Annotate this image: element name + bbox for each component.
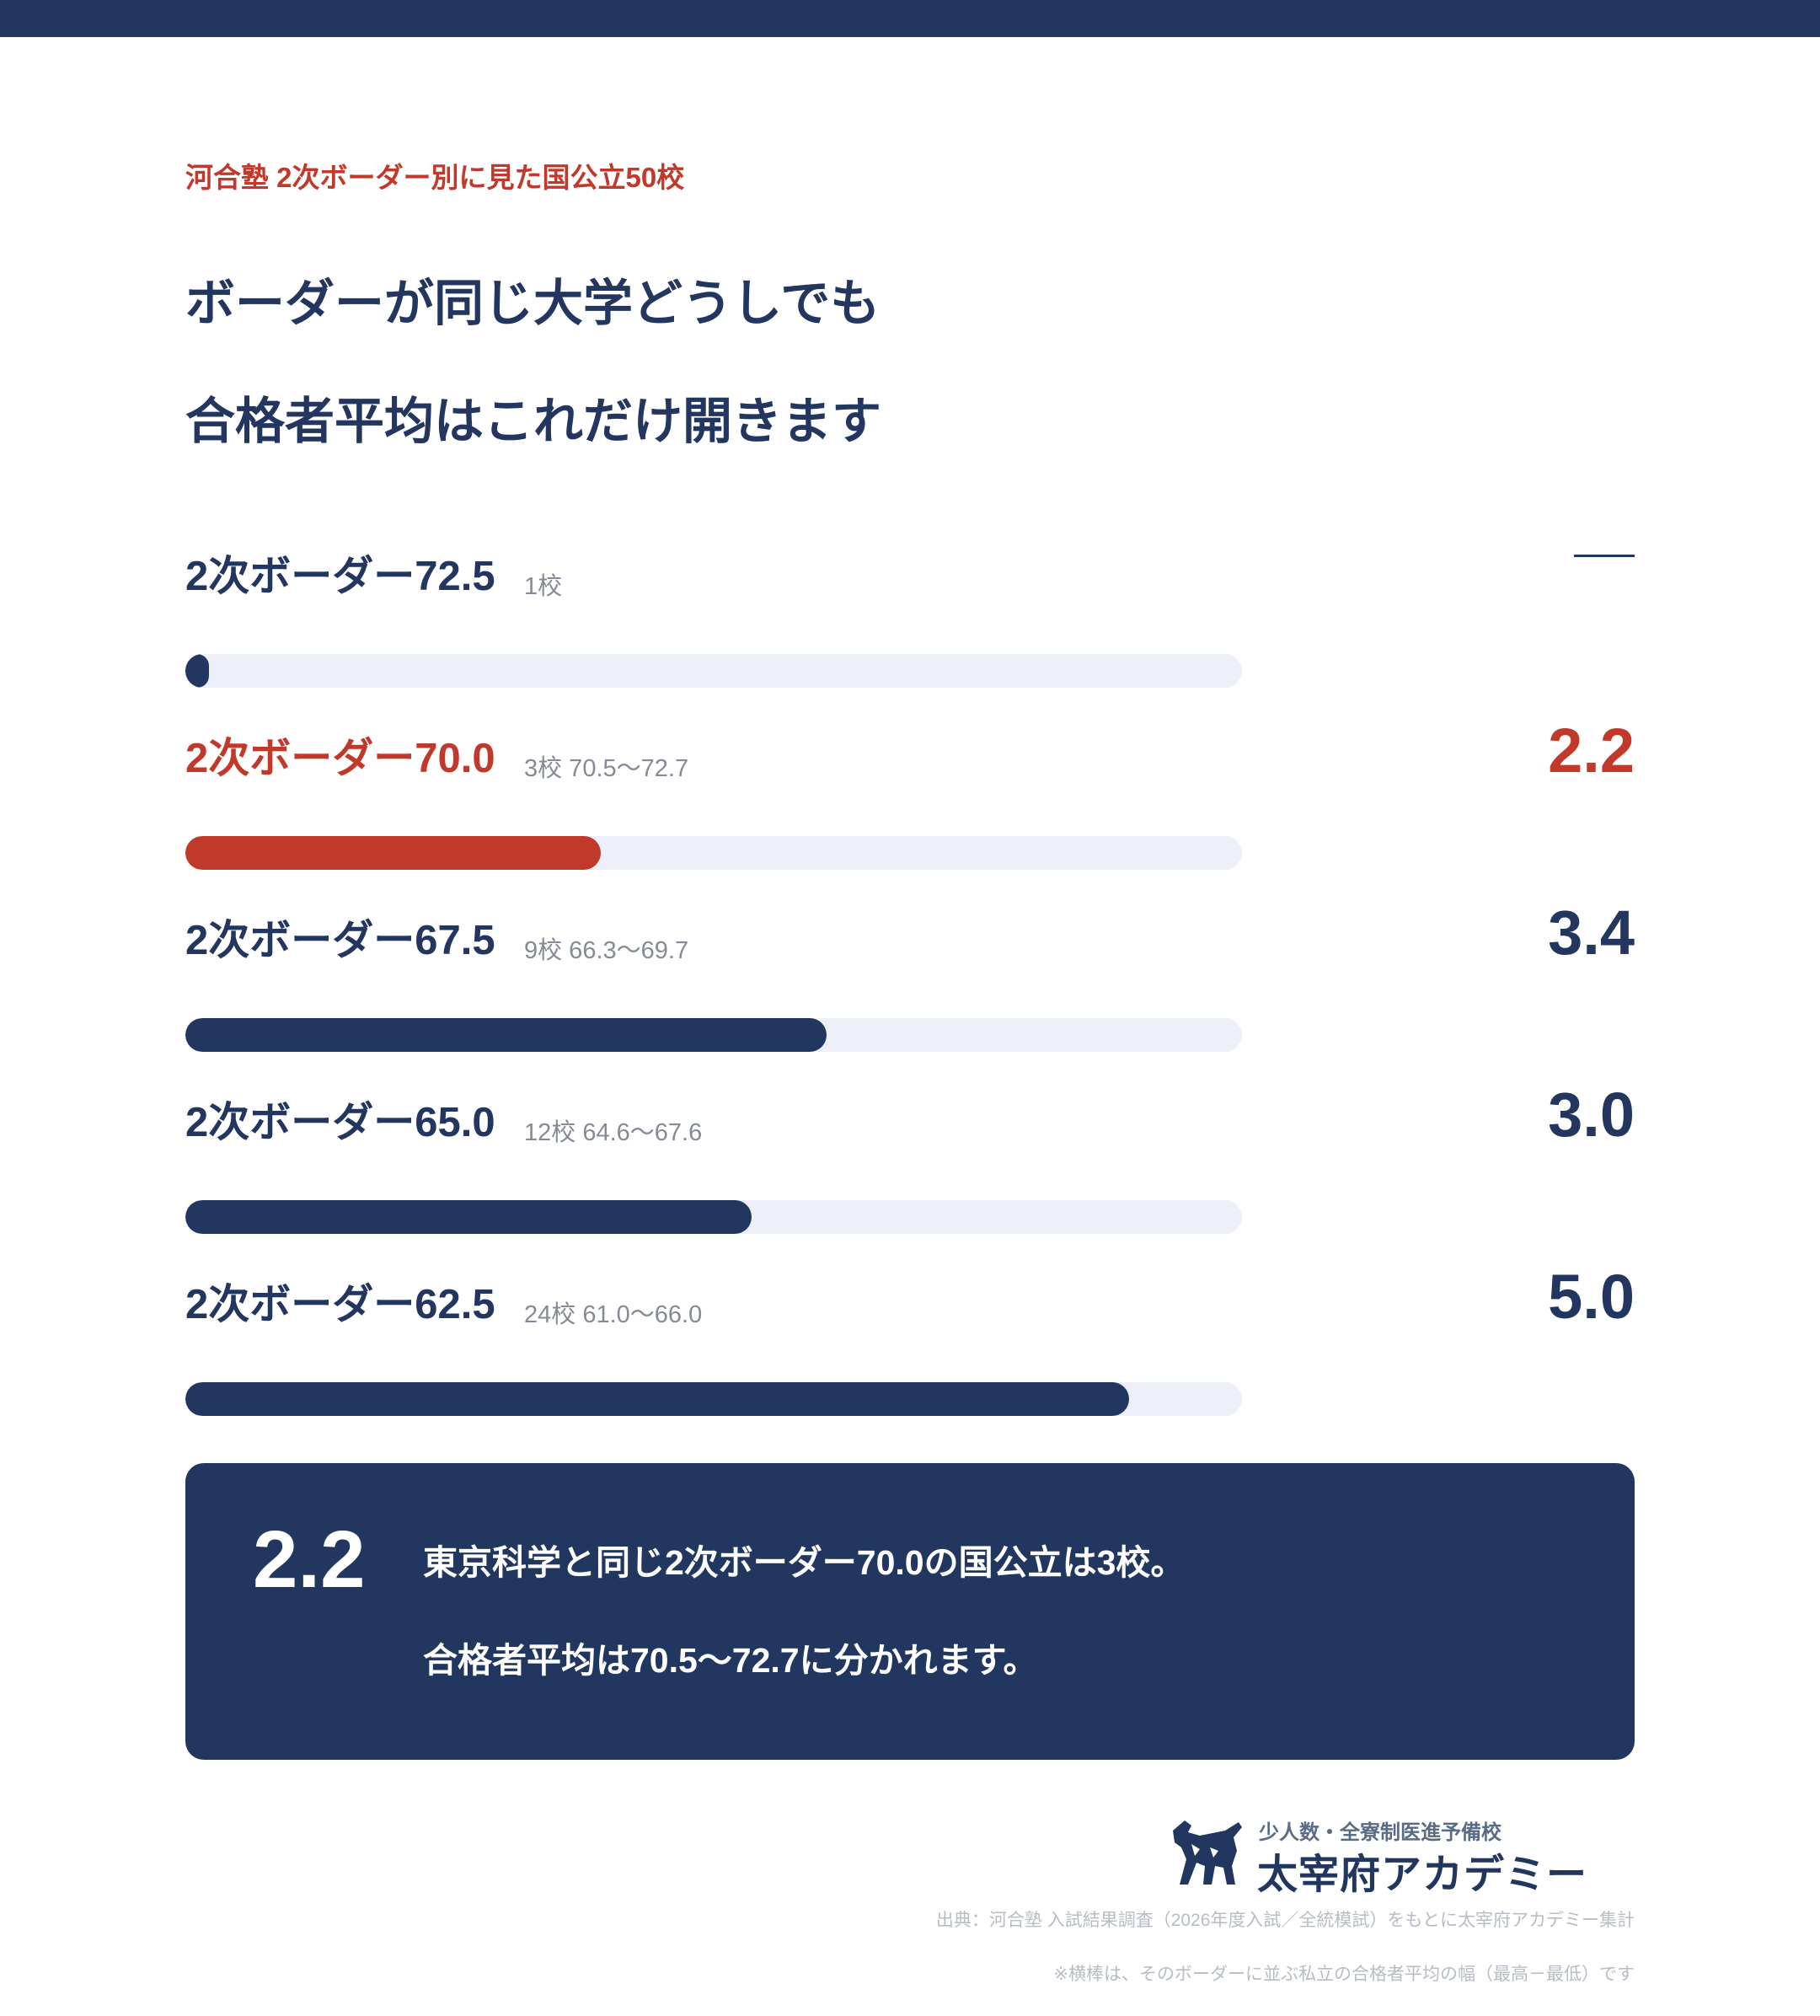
category-label: 2次ボーダー72.5 (185, 554, 495, 599)
chart-row: 2次ボーダー70.0 3校 70.5〜72.7 2.2 (185, 716, 1635, 809)
bar-track (185, 836, 1242, 870)
callout-line-2: 合格者平均は70.5〜72.7に分かれます。 (423, 1641, 1038, 1680)
chart-row: 2次ボーダー62.5 24校 61.0〜66.0 5.0 (185, 1262, 1635, 1355)
top-accent-bar (0, 0, 1820, 37)
headline-line-1: ボーダーが同じ大学どうしでも (185, 276, 881, 331)
chart-row: 2次ボーダー72.5 1校 (185, 543, 1635, 627)
callout-line-1: 東京科学と同じ2次ボーダー70.0の国公立は3校。 (423, 1543, 1186, 1582)
bar (185, 1200, 752, 1234)
headline-line-2: 合格者平均はこれだけ開きます (185, 394, 882, 449)
axis-note: ※横棒は、そのボーダーに並ぶ私立の合格者平均の幅（最高－最低）です (1053, 1965, 1635, 1984)
logo-name: 太宰府アカデミー (1257, 1851, 1588, 1898)
value-label: 5.0 (1548, 1262, 1635, 1332)
bar-track (185, 1018, 1242, 1052)
bar (185, 1018, 827, 1052)
category-meta: 3校 70.5〜72.7 (524, 755, 689, 782)
category-label: 2次ボーダー70.0 (185, 736, 495, 781)
value-label: 2.2 (1548, 716, 1635, 785)
category-label: 2次ボーダー67.5 (185, 918, 495, 963)
bar (185, 836, 601, 870)
category-label: 2次ボーダー65.0 (185, 1100, 495, 1145)
logo-tagline: 少人数・全寮制医進予備校 (1259, 1820, 1502, 1844)
academy-logo: 少人数・全寮制医進予備校 太宰府アカデミー (1166, 1814, 1635, 1898)
source-note: 出典：河合塾 入試結果調査（2026年度入試／全統模試）をもとに太宰府アカデミー… (935, 1911, 1635, 1930)
bar-track (185, 1382, 1242, 1416)
category-label: 2次ボーダー62.5 (185, 1282, 495, 1327)
value-label-empty (1574, 555, 1635, 557)
callout-box: 2.2 東京科学と同じ2次ボーダー70.0の国公立は3校。 合格者平均は70.5… (185, 1463, 1635, 1760)
category-meta: 9校 66.3〜69.7 (524, 937, 689, 964)
chart-headline: ボーダーが同じ大学どうしでも 合格者平均はこれだけ開きます (185, 244, 881, 480)
callout-value: 2.2 (253, 1515, 366, 1605)
value-label: 3.0 (1548, 1080, 1635, 1150)
category-meta: 24校 61.0〜66.0 (524, 1301, 703, 1328)
chart-row: 2次ボーダー67.5 9校 66.3〜69.7 3.4 (185, 898, 1635, 991)
category-meta: 12校 64.6〜67.6 (524, 1119, 703, 1146)
bar-track (185, 1200, 1242, 1234)
bar (185, 654, 209, 688)
value-label: 3.4 (1548, 898, 1635, 968)
bar-track (185, 654, 1242, 688)
category-meta: 1校 (524, 573, 563, 600)
chart-kicker: 河合塾 2次ボーダー別に見た国公立50校 (185, 162, 685, 193)
dog-logo-icon (1173, 1820, 1242, 1885)
bar (185, 1382, 1129, 1416)
chart-row: 2次ボーダー65.0 12校 64.6〜67.6 3.0 (185, 1080, 1635, 1173)
callout-text: 東京科学と同じ2次ボーダー70.0の国公立は3校。 合格者平均は70.5〜72.… (423, 1514, 1185, 1709)
